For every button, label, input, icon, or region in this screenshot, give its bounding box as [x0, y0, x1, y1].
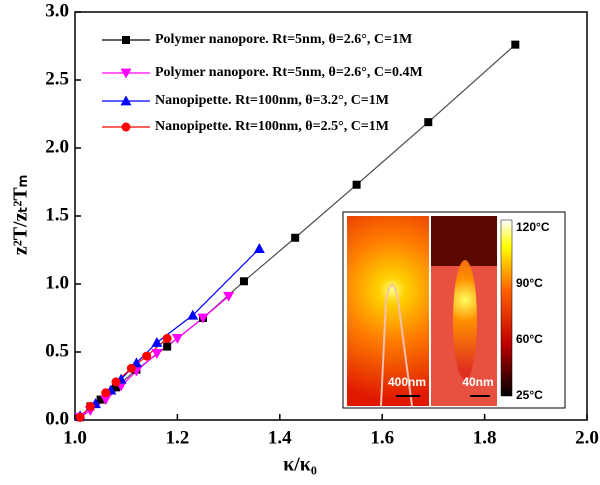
x-axis-label: κ/κ₀ [283, 454, 317, 476]
marker [197, 313, 209, 324]
pore-outline [380, 284, 413, 407]
legend-label: Nanopipette. Rt=100nm, θ=3.2°, C=1M [155, 93, 389, 108]
marker [96, 395, 105, 404]
y-tick-label: 0.0 [45, 408, 69, 429]
marker [100, 395, 112, 406]
hot-spot [453, 260, 477, 380]
marker [291, 233, 300, 242]
y-tick-label: 1.0 [45, 272, 69, 293]
marker [85, 401, 95, 411]
inset: 400nm 40nm 120°C 90°C 60°C 25°C [342, 211, 566, 409]
colorbar-label: 120°C [516, 220, 550, 234]
legend-marker [121, 122, 131, 132]
marker [511, 40, 520, 49]
marker [151, 348, 163, 359]
y-axis-label: z²T/zₜ²Tₘ [10, 175, 32, 255]
y-tick-label: 2.5 [45, 68, 69, 89]
legend-marker [122, 36, 130, 44]
colorbar [500, 219, 513, 397]
marker [171, 334, 183, 344]
marker [151, 336, 163, 347]
y-tick-label: 1.5 [45, 204, 69, 225]
y-tick-label: 3.0 [45, 0, 69, 21]
marker [352, 180, 361, 189]
y-tick-label: 0.5 [45, 340, 69, 361]
colorbar-label: 60°C [516, 332, 543, 346]
marker [126, 363, 136, 373]
marker [162, 333, 172, 343]
colorbar-label: 90°C [516, 276, 543, 290]
marker [111, 377, 121, 387]
scale-bar-label: 40nm [462, 375, 493, 389]
legend-label: Polymer nanopore. Rt=5nm, θ=2.6°, C=0.4M [155, 65, 423, 80]
scale-bar-label: 400nm [388, 375, 426, 389]
marker [101, 388, 111, 398]
marker [223, 291, 235, 302]
legend-marker [120, 68, 132, 79]
x-tick-label: 1.0 [63, 427, 87, 448]
x-tick-label: 1.4 [268, 427, 292, 448]
marker [111, 383, 120, 392]
heatmap-left [347, 216, 429, 406]
marker [239, 277, 248, 286]
y-tick-label: 2.0 [45, 136, 69, 157]
legend-label: Polymer nanopore. Rt=5nm, θ=2.6°, C=1M [155, 32, 412, 47]
marker [142, 351, 152, 361]
x-tick-label: 2.0 [575, 427, 599, 448]
x-tick-label: 1.8 [473, 427, 497, 448]
legend-marker [120, 95, 132, 106]
heatmap-right-top [431, 216, 497, 266]
colorbar-label: 25°C [516, 388, 543, 402]
x-tick-label: 1.6 [370, 427, 394, 448]
marker [75, 412, 85, 422]
x-tick-label: 1.2 [166, 427, 190, 448]
marker [187, 309, 199, 320]
marker [424, 118, 433, 127]
legend-label: Nanopipette. Rt=100nm, θ=2.5°, C=1M [155, 119, 389, 134]
marker [253, 243, 265, 254]
marker [163, 342, 172, 351]
